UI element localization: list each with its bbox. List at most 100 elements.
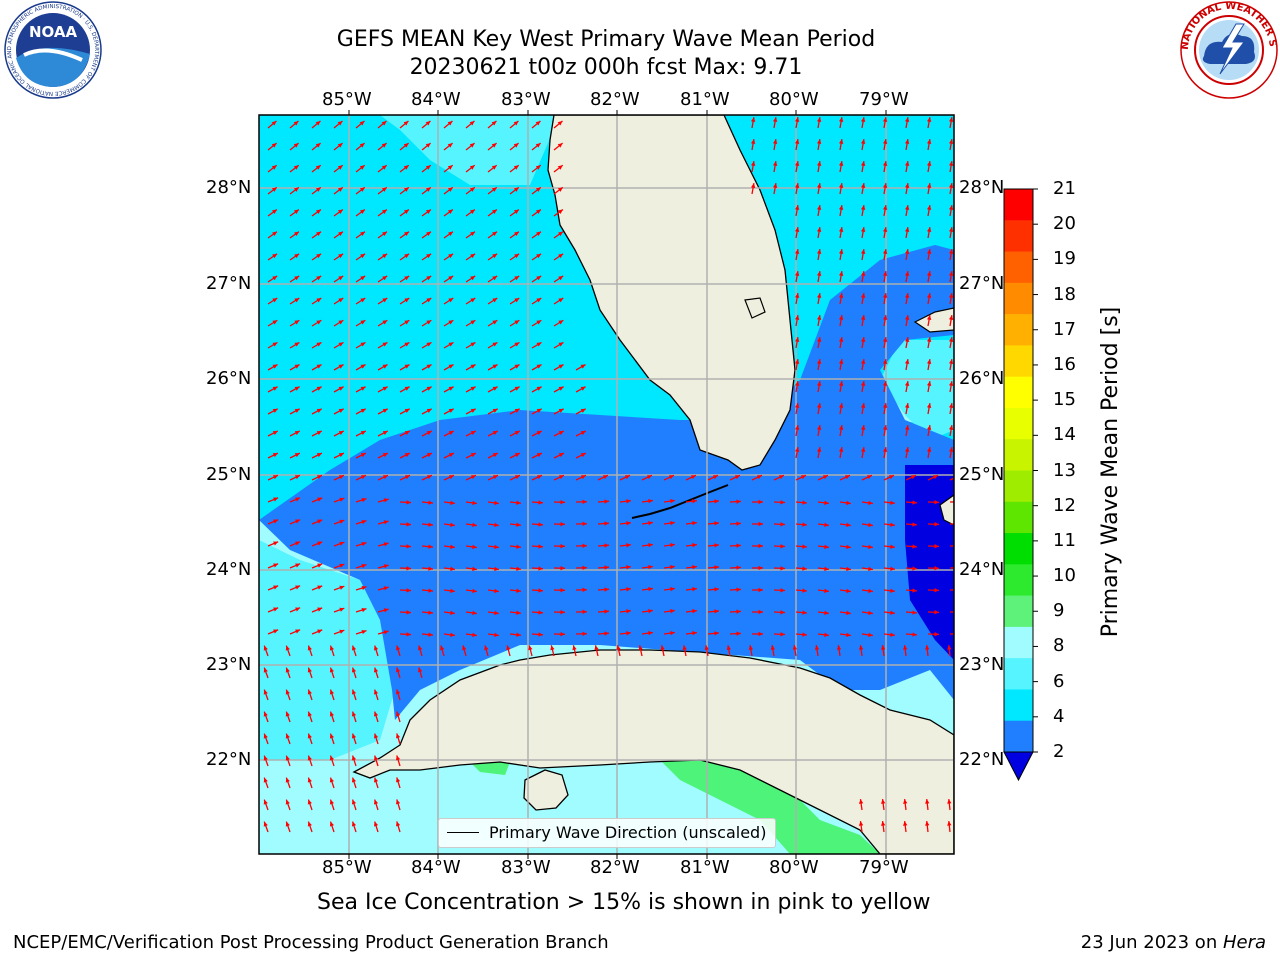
wave-direction-arrowhead bbox=[307, 689, 312, 695]
wave-direction-arrowhead bbox=[470, 342, 476, 347]
wave-direction-arrowhead bbox=[514, 298, 520, 303]
wave-direction-arrowhead bbox=[491, 187, 497, 192]
wave-direction-arrowhead bbox=[536, 298, 542, 303]
wave-direction-arrowhead bbox=[558, 364, 564, 369]
wave-direction-arrowhead bbox=[316, 386, 322, 391]
wave-direction-arrowhead bbox=[469, 121, 475, 126]
wave-direction-arrowhead bbox=[450, 588, 455, 593]
wave-direction-arrowhead bbox=[816, 403, 822, 408]
wave-direction-arrowhead bbox=[470, 386, 476, 391]
wave-direction-arrowhead bbox=[824, 544, 829, 549]
wave-direction-arrowhead bbox=[604, 521, 609, 526]
wave-direction-arrowhead bbox=[838, 425, 844, 430]
wave-direction-arrowhead bbox=[794, 183, 800, 188]
wave-direction-arrowhead bbox=[396, 733, 401, 739]
wave-direction-arrowhead bbox=[904, 227, 910, 232]
wave-direction-arrowhead bbox=[513, 143, 519, 148]
wave-direction-arrowhead bbox=[926, 403, 932, 408]
wave-direction-arrowhead bbox=[360, 253, 366, 259]
wave-direction-arrowhead bbox=[492, 298, 498, 303]
legend-label: Primary Wave Direction (unscaled) bbox=[489, 823, 767, 842]
wave-direction-arrowhead bbox=[513, 187, 519, 192]
wave-direction-arrowhead bbox=[272, 408, 278, 413]
wave-direction-arrowhead bbox=[383, 586, 389, 591]
wave-direction-arrowhead bbox=[626, 565, 631, 570]
wave-direction-arrowhead bbox=[882, 183, 888, 188]
wave-direction-arrowhead bbox=[882, 337, 888, 342]
wave-direction-arrowhead bbox=[513, 121, 519, 126]
wave-direction-arrowhead bbox=[670, 498, 675, 504]
wave-direction-arrowhead bbox=[948, 139, 954, 144]
wave-direction-arrowhead bbox=[816, 271, 822, 276]
wave-direction-arrowhead bbox=[514, 320, 520, 325]
wave-direction-arrowhead bbox=[890, 544, 895, 549]
wave-direction-arrowhead bbox=[448, 320, 454, 325]
wave-direction-arrowhead bbox=[880, 645, 886, 650]
wave-direction-arrowhead bbox=[866, 475, 872, 480]
wave-direction-arrowhead bbox=[273, 541, 279, 546]
wave-direction-arrowhead bbox=[272, 320, 278, 325]
land-isla-juventud bbox=[523, 769, 569, 811]
chart-title: GEFS MEAN Key West Primary Wave Mean Per… bbox=[336, 27, 876, 52]
wave-direction-arrowhead bbox=[692, 587, 697, 592]
wave-direction-arrowhead bbox=[648, 608, 653, 614]
wave-direction-arrowhead bbox=[329, 821, 335, 827]
wave-direction-arrowhead bbox=[794, 359, 800, 364]
ocean-band-6-8-sw bbox=[259, 540, 395, 760]
wave-direction-arrowhead bbox=[956, 610, 961, 614]
wave-direction-arrowhead bbox=[426, 386, 432, 391]
wave-direction-arrowhead bbox=[361, 585, 367, 591]
wave-direction-arrowhead bbox=[317, 497, 323, 502]
wave-direction-arrowhead bbox=[448, 408, 454, 413]
wave-direction-arrowhead bbox=[660, 645, 665, 651]
colorbar-tick-label: 15 bbox=[1053, 389, 1076, 411]
wave-direction-arrowhead bbox=[822, 475, 828, 480]
wave-direction-arrowhead bbox=[338, 342, 344, 347]
ocean-band-9-10-small bbox=[470, 762, 510, 775]
wave-direction-arrowhead bbox=[516, 588, 521, 593]
wave-direction-arrowhead bbox=[580, 364, 586, 369]
wave-direction-arrowhead bbox=[450, 522, 455, 527]
wave-direction-arrowhead bbox=[360, 430, 366, 435]
wave-direction-arrowhead bbox=[272, 430, 278, 435]
wave-direction-arrowhead bbox=[692, 565, 697, 570]
wave-direction-arrowhead bbox=[469, 209, 475, 214]
wave-direction-arrowhead bbox=[426, 453, 432, 458]
map-ticks bbox=[348, 110, 887, 859]
wave-direction-arrowhead bbox=[383, 564, 389, 569]
wave-direction-arrowhead bbox=[263, 755, 268, 761]
wave-direction-arrowhead bbox=[406, 522, 411, 527]
wave-direction-arrowhead bbox=[560, 543, 565, 549]
wave-direction-arrowhead bbox=[514, 231, 520, 237]
wave-direction-arrowhead bbox=[794, 139, 800, 144]
wave-direction-arrowhead bbox=[926, 183, 932, 188]
wave-direction-arrowhead bbox=[492, 275, 498, 281]
wave-direction-arrowhead bbox=[802, 500, 807, 505]
wave-direction-arrowhead bbox=[428, 632, 433, 637]
wave-direction-arrowhead bbox=[868, 610, 873, 616]
wave-direction-arrowhead bbox=[794, 337, 800, 342]
wave-direction-arrowhead bbox=[316, 275, 322, 281]
wave-direction-arrowhead bbox=[926, 227, 932, 232]
lat-label-right: 27°N bbox=[959, 273, 1005, 294]
wave-direction-arrowhead bbox=[926, 381, 932, 386]
wave-direction-arrowhead bbox=[447, 121, 453, 126]
wave-direction-arrowhead bbox=[448, 386, 454, 391]
wave-direction-arrowhead bbox=[470, 408, 476, 413]
wave-direction-arrowhead bbox=[307, 755, 312, 761]
wave-direction-arrowhead bbox=[538, 588, 543, 593]
wave-direction-arrowhead bbox=[925, 645, 930, 650]
wave-direction-arrowhead bbox=[926, 447, 932, 452]
wave-direction-arrowhead bbox=[956, 522, 961, 526]
wave-direction-arrowhead bbox=[373, 711, 379, 717]
wave-direction-arrowhead bbox=[316, 298, 322, 303]
wave-direction-arrowhead bbox=[492, 320, 498, 325]
wave-direction-arrowhead bbox=[406, 632, 411, 637]
ocean-band-6-8-east bbox=[880, 340, 954, 440]
wave-direction-arrowhead bbox=[802, 610, 807, 615]
colorbar-tick-label: 6 bbox=[1053, 670, 1065, 692]
wave-direction-arrowhead bbox=[838, 271, 844, 276]
wave-direction-arrowhead bbox=[316, 231, 322, 237]
wave-direction-arrowhead bbox=[535, 187, 541, 192]
